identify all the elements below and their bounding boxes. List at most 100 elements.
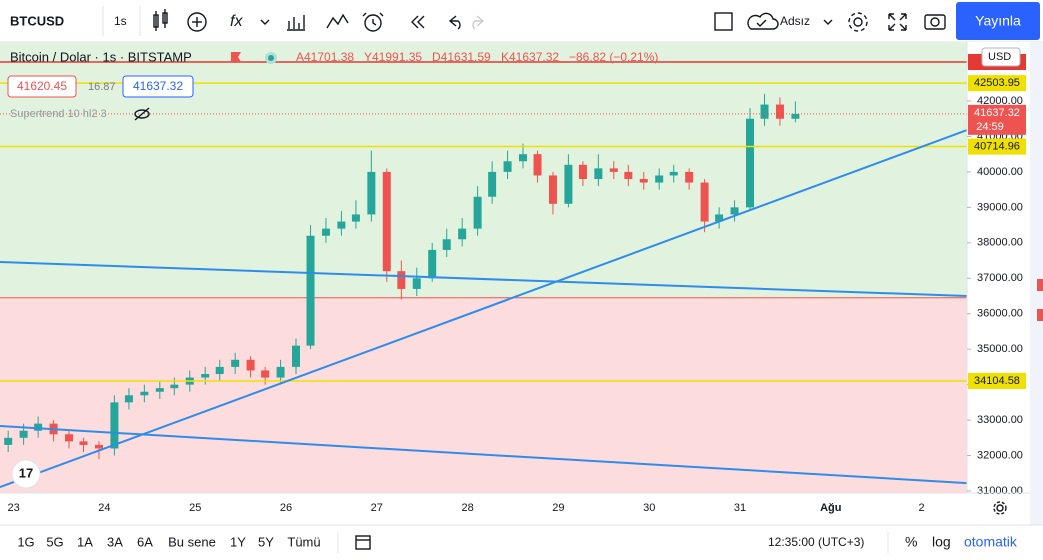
candle-body	[94, 444, 103, 449]
x-tick-label: 26	[280, 502, 292, 514]
candle-body	[428, 249, 437, 279]
symbol[interactable]: BTCUSD	[10, 13, 64, 28]
candle-body	[564, 164, 573, 204]
publish-label[interactable]: Yayınla	[975, 13, 1021, 29]
layout-icon[interactable]	[714, 12, 733, 31]
range-button[interactable]: 1G	[17, 534, 34, 549]
range-button[interactable]: Bu sene	[168, 534, 216, 549]
layout-name[interactable]: Adsız	[780, 14, 810, 28]
legend-low: D41631.59	[432, 50, 491, 64]
fullscreen-icon[interactable]	[888, 13, 907, 31]
cloud-icon[interactable]	[747, 12, 779, 30]
candle-body	[775, 104, 784, 119]
candle-icon[interactable]	[153, 9, 168, 31]
candle-body	[34, 423, 43, 431]
trend-line	[0, 425, 967, 485]
candle-body	[110, 402, 119, 449]
candle-body	[292, 345, 301, 367]
candle-body	[367, 171, 376, 215]
status-dot	[268, 55, 274, 61]
candle-body	[533, 154, 542, 176]
candle-body	[488, 171, 497, 197]
chevron[interactable]	[260, 19, 270, 25]
percent-toggle[interactable]: %	[905, 534, 917, 550]
axis-settings-icon[interactable]	[993, 501, 1007, 515]
candle-body	[639, 179, 648, 183]
range-button[interactable]: 5Y	[258, 534, 274, 549]
compare-icon[interactable]	[326, 13, 349, 29]
goto-icon[interactable]	[355, 535, 371, 550]
candle-body	[715, 214, 724, 222]
candle-body	[397, 271, 406, 289]
candle-body	[594, 168, 603, 180]
candle-body	[730, 207, 739, 215]
legend-high: Y41991.35	[364, 50, 422, 64]
hide-icon[interactable]	[134, 107, 150, 121]
candle-body	[791, 113, 800, 119]
snapshot-icon[interactable]	[924, 14, 946, 30]
buy-box[interactable]	[122, 75, 194, 98]
candle-body	[412, 278, 421, 289]
x-tick-label: 25	[189, 502, 201, 514]
price-level-label: 34104.58	[974, 375, 1020, 387]
logo-mark[interactable]: 17	[19, 465, 33, 480]
add-icon[interactable]	[187, 12, 207, 32]
buy-price[interactable]: 41637.32	[133, 79, 183, 93]
candle-body	[231, 359, 240, 367]
y-tick-label: 42000.00	[977, 95, 1023, 107]
replay-icon[interactable]	[411, 15, 425, 29]
settings-icon[interactable]	[848, 12, 868, 32]
price-level-label: 40714.96	[974, 140, 1020, 152]
candle-body	[321, 228, 330, 236]
indicators-icon[interactable]	[287, 15, 305, 31]
price-level-box	[968, 372, 1026, 389]
candle-body	[351, 214, 360, 222]
range-button[interactable]: 1A	[77, 534, 93, 549]
log-toggle[interactable]: log	[932, 534, 951, 550]
currency-button[interactable]	[981, 47, 1021, 67]
fx-icon[interactable]: fx	[230, 13, 243, 30]
candle-body	[201, 374, 210, 378]
candle-body	[79, 441, 88, 445]
flag-icon[interactable]	[231, 52, 241, 62]
x-tick-label: 23	[7, 502, 19, 514]
interval[interactable]: 1s	[114, 14, 127, 28]
trend-line	[0, 129, 967, 489]
candle-body	[669, 171, 678, 176]
plot	[0, 42, 967, 493]
chevron[interactable]	[823, 19, 833, 25]
logo[interactable]	[11, 459, 41, 489]
range-button[interactable]: 3A	[107, 534, 123, 549]
alert-icon[interactable]	[362, 12, 384, 32]
legend-open: A41701.38	[296, 50, 354, 64]
x-tick-label: Ağu	[820, 502, 841, 514]
publish-button[interactable]	[956, 2, 1040, 40]
clock[interactable]: 12:35:00 (UTC+3)	[768, 535, 864, 549]
candle-body	[261, 370, 270, 378]
side-marker	[1037, 279, 1043, 291]
sell-price[interactable]: 41620.45	[17, 79, 67, 93]
last-price-box	[968, 104, 1026, 135]
range-button[interactable]: 6A	[137, 534, 153, 549]
auto-toggle[interactable]: otomatik	[964, 534, 1018, 550]
y-tick-label: 31000.00	[977, 485, 1023, 497]
candle-body	[65, 434, 74, 442]
currency[interactable]: USD	[988, 51, 1011, 63]
sell-box[interactable]	[7, 75, 77, 98]
x-tick-label: 28	[461, 502, 473, 514]
candle-body	[624, 171, 633, 180]
undo-icon[interactable]	[448, 15, 461, 30]
range-button[interactable]: 5G	[46, 534, 63, 549]
last-price-label: 41637.32	[974, 107, 1020, 119]
y-tick-label: 36000.00	[977, 308, 1023, 320]
range-button[interactable]: Tümü	[287, 534, 320, 549]
side-strip	[1030, 42, 1043, 525]
candle-body	[4, 437, 13, 445]
range-button[interactable]: 1Y	[230, 534, 246, 549]
price-level-label: 42503.95	[974, 77, 1020, 89]
candle-body	[685, 171, 694, 183]
candle-body	[655, 175, 664, 183]
redo-icon[interactable]	[472, 15, 485, 30]
legend-title: Bitcoin / Dolar · 1s · BITSTAMP	[10, 49, 192, 64]
